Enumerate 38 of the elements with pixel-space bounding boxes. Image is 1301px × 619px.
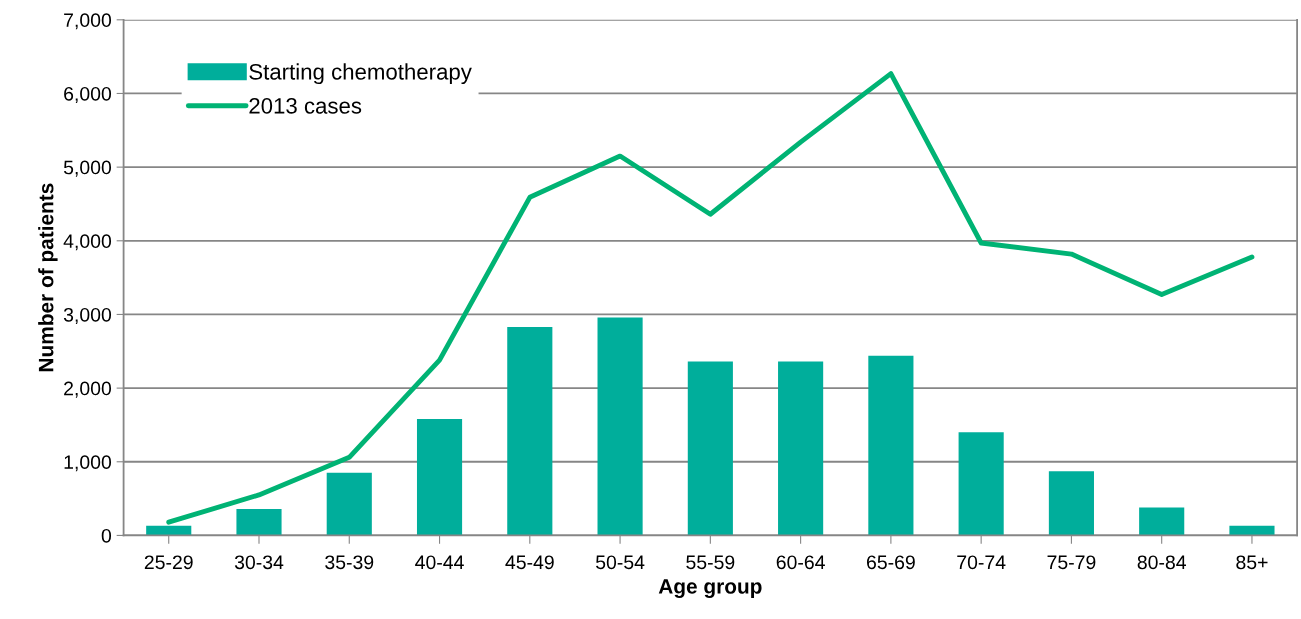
legend-label: Starting chemotherapy	[249, 63, 472, 85]
y-tick-label: 6,000	[64, 86, 112, 103]
bar	[778, 361, 824, 536]
bar	[146, 525, 192, 536]
y-tick-label: 0	[101, 528, 112, 543]
bar	[1139, 507, 1185, 536]
x-tick-label: 25-29	[144, 555, 193, 570]
x-tick-label: 50-54	[595, 555, 645, 570]
x-tick-label: 85+	[1236, 555, 1268, 570]
y-axis-title: Number of patients	[38, 183, 58, 372]
x-axis-title: Age group	[658, 579, 762, 598]
x-tick-label: 75-79	[1047, 555, 1096, 570]
y-tick-label: 2,000	[64, 381, 112, 398]
x-tick-label: 45-49	[505, 555, 554, 570]
legend-label: 2013 cases	[249, 98, 362, 114]
x-tick-label: 80-84	[1137, 555, 1186, 570]
x-tick-label: 40-44	[415, 555, 464, 570]
bar	[868, 355, 914, 536]
x-tick-label: 55-59	[686, 555, 735, 570]
y-tick-label: 1,000	[64, 455, 112, 472]
bar	[1048, 471, 1094, 536]
bar	[507, 326, 553, 536]
bar	[236, 508, 282, 536]
bar	[597, 317, 643, 536]
x-tick-label: 35-39	[325, 555, 374, 570]
y-tick-label: 5,000	[63, 160, 112, 177]
y-tick-label: 4,000	[63, 234, 112, 251]
bar	[1229, 525, 1275, 536]
y-tick-label: 3,000	[63, 307, 112, 324]
bar	[416, 419, 463, 536]
bar	[958, 432, 1004, 536]
y-tick-label: 7,000	[64, 13, 112, 30]
x-tick-label: 70-74	[957, 555, 1006, 570]
x-tick-label: 65-69	[867, 555, 915, 570]
bar	[687, 361, 733, 536]
x-tick-label: 60-64	[776, 555, 825, 570]
bar	[326, 472, 372, 536]
x-tick-label: 30-34	[234, 555, 284, 570]
